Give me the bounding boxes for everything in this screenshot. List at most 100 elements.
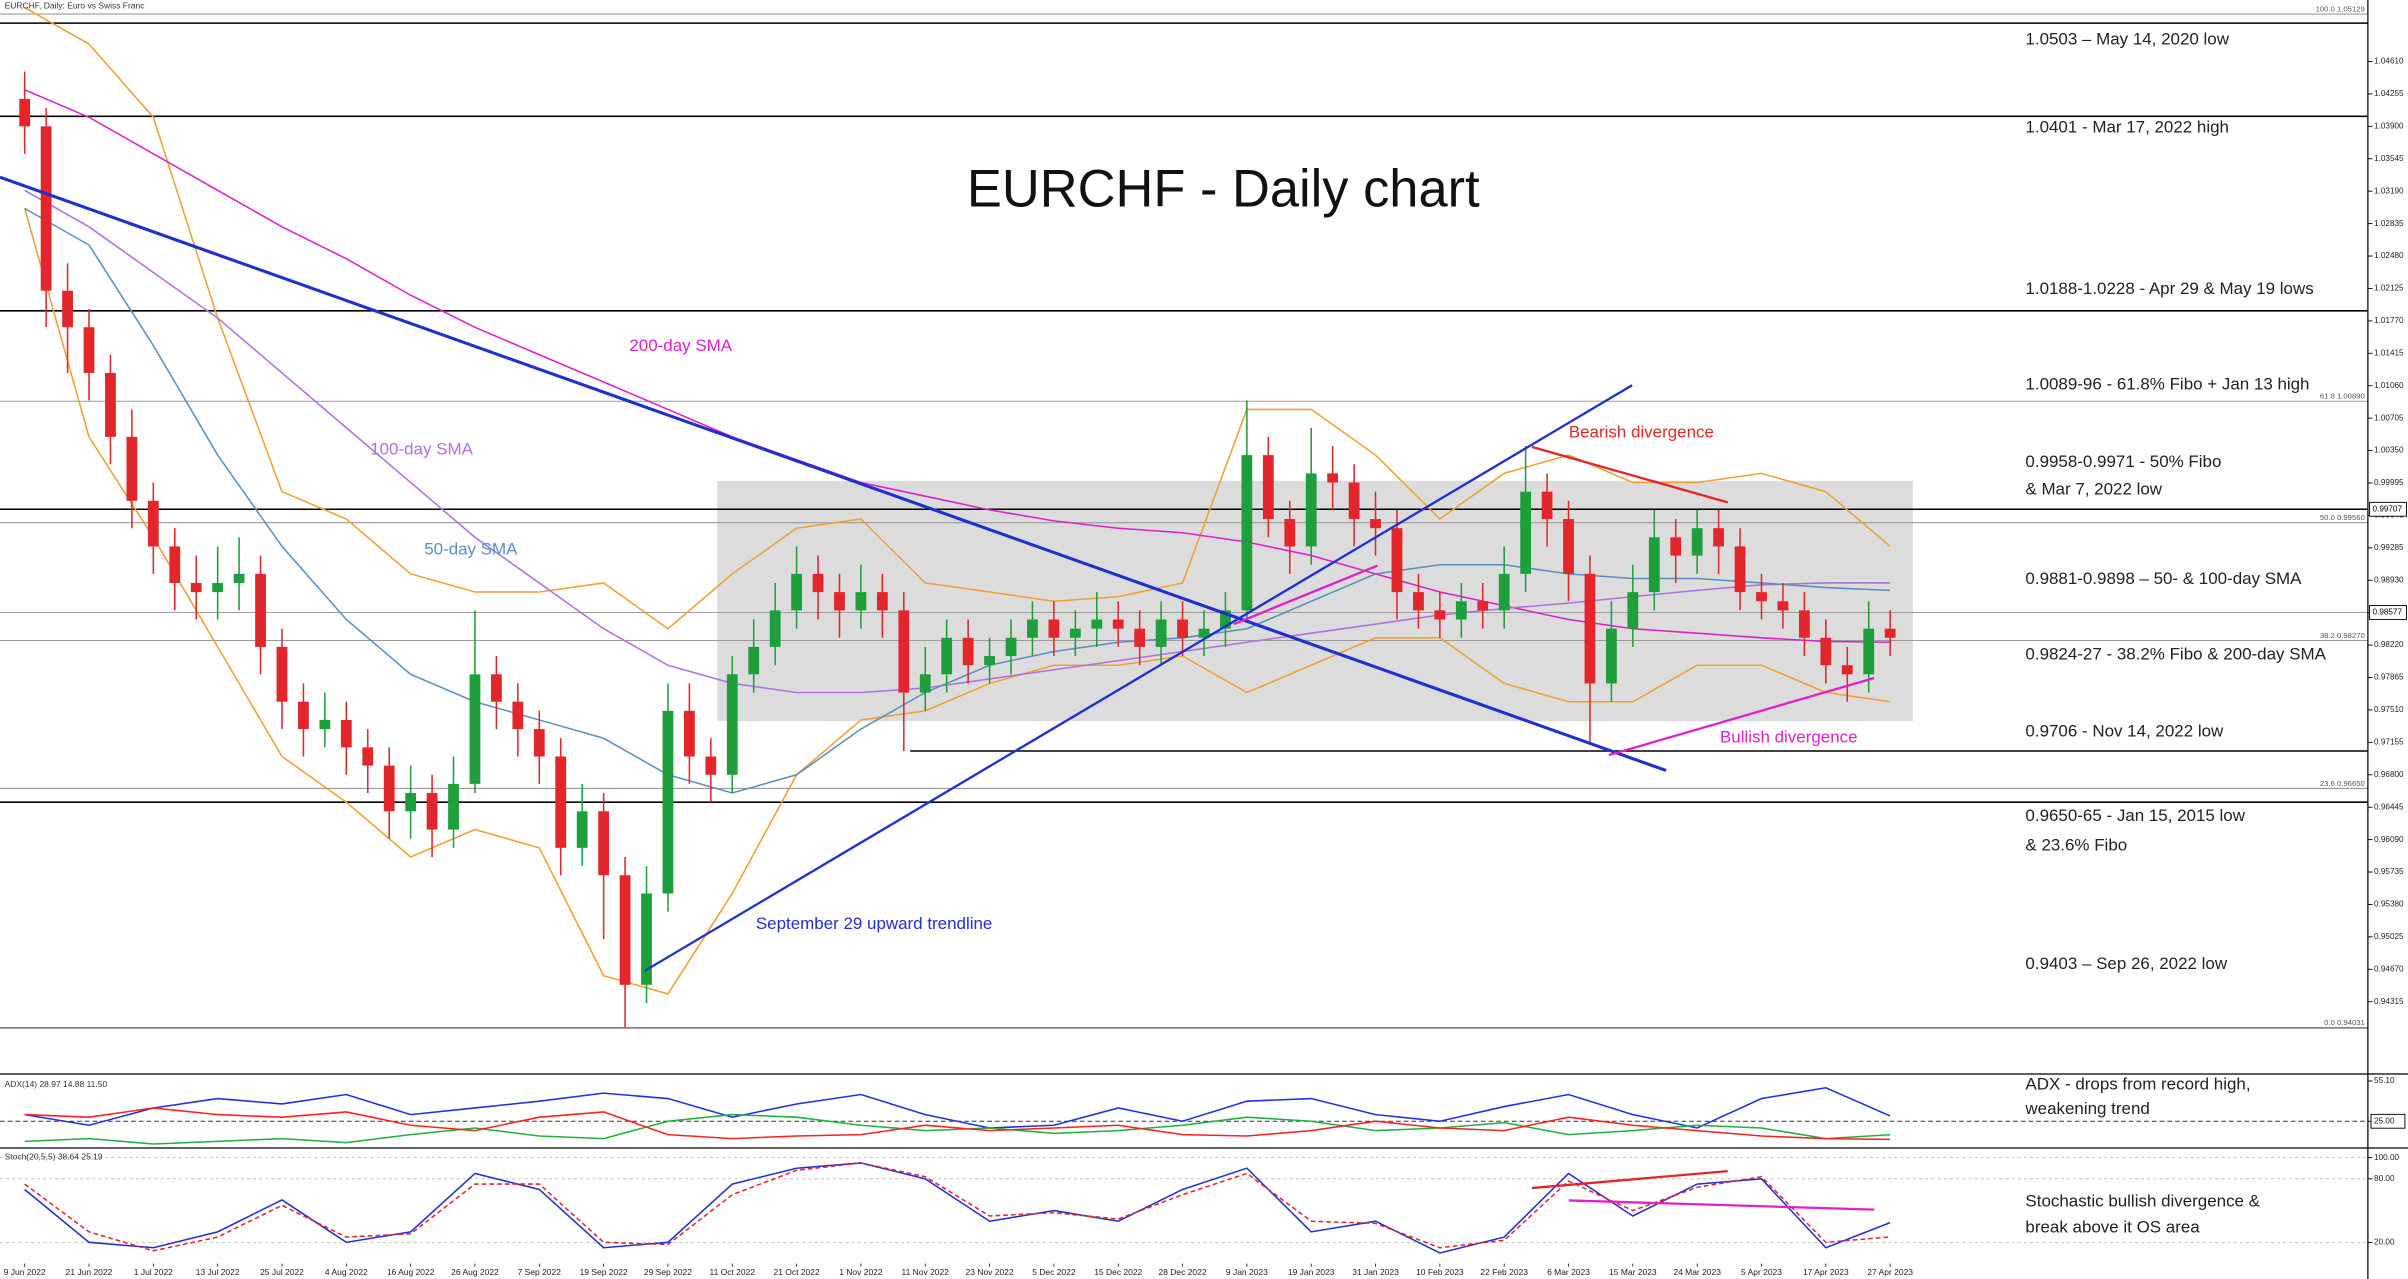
candle-body — [1262, 455, 1274, 520]
y-tick-label: 0.98930 — [2374, 575, 2404, 584]
y-tick-label: 0.97155 — [2374, 738, 2404, 747]
candle-body — [598, 811, 610, 876]
candle-body — [1434, 610, 1446, 620]
chart-title: EURCHF - Daily chart — [967, 160, 1480, 218]
candle-body — [1713, 528, 1725, 547]
price-tag-label: 0.98577 — [2373, 608, 2403, 617]
candle-body — [298, 701, 309, 730]
candle-body — [1391, 528, 1403, 593]
candle-body — [1327, 473, 1339, 483]
x-tick-label: 21 Jun 2022 — [66, 1267, 113, 1277]
candle-body — [1069, 628, 1081, 638]
fibo-label: 61.8 1.00890 — [2320, 392, 2365, 401]
candle-body — [448, 783, 459, 830]
candle-body — [383, 765, 395, 812]
candle-body — [1691, 528, 1703, 556]
indicator-line — [24, 1162, 1891, 1254]
y-tick-label: 1.03190 — [2374, 186, 2404, 195]
fibo-label: 23.6 0.96650 — [2320, 779, 2365, 788]
price-tag — [2368, 501, 2407, 517]
candle-body — [1606, 628, 1617, 684]
candle-body — [555, 756, 567, 848]
overlay-line — [23, 208, 1891, 995]
y-tick-label: 1.00350 — [2374, 446, 2404, 455]
x-tick-label: 17 Apr 2023 — [1803, 1267, 1849, 1277]
candle-body — [576, 811, 588, 848]
label-layer: 100.0 1.05129 61.8 1.00890 50.0 0.99560 38.… — [4, 5, 2407, 1277]
y-tick-label: 0.94315 — [2374, 997, 2404, 1006]
y-tick-label: 25.00 — [2374, 1116, 2395, 1125]
candle-body — [40, 126, 52, 291]
y-tick-label: 0.95025 — [2374, 932, 2404, 941]
y-tick-label: 1.03545 — [2374, 154, 2404, 163]
overlay-layer — [0, 6, 2368, 1254]
y-tick-label: 1.02125 — [2374, 284, 2404, 293]
candle-body — [962, 637, 974, 666]
candle-body — [1091, 619, 1103, 629]
candle-body — [619, 875, 631, 985]
x-tick-label: 27 Apr 2023 — [1867, 1267, 1913, 1277]
panel-note: Stochastic bullish divergence & — [2025, 1191, 2260, 1210]
candle-body — [405, 793, 417, 812]
x-tick-label: 10 Feb 2023 — [1416, 1267, 1464, 1277]
candle-body — [340, 719, 352, 748]
divergence-line — [1233, 564, 1378, 626]
downtrend-line — [0, 175, 1667, 772]
y-tick-label: 0.95735 — [2374, 867, 2404, 876]
candle-body — [1584, 573, 1596, 684]
x-tick-label: 26 Aug 2022 — [451, 1267, 499, 1277]
candle-body — [512, 701, 524, 730]
candle-body — [898, 610, 910, 693]
x-tick-label: 23 Nov 2022 — [966, 1267, 1014, 1277]
x-tick-label: 7 Sep 2022 — [518, 1267, 562, 1277]
price-tag — [2368, 605, 2407, 620]
x-tick-label: 28 Dec 2022 — [1159, 1267, 1207, 1277]
candle-body — [233, 573, 245, 583]
candle-body — [1241, 455, 1253, 611]
stoch-bullish-line — [1568, 1199, 1875, 1211]
overlay-line — [24, 189, 1891, 694]
candle-body — [1198, 628, 1210, 638]
y-tick-label: 0.96800 — [2374, 770, 2404, 779]
y-tick-label: 100.00 — [2374, 1153, 2399, 1162]
x-tick-label: 5 Dec 2022 — [1032, 1267, 1076, 1277]
level-note: 1.0401 - Mar 17, 2022 high — [2025, 117, 2228, 136]
candle-body — [726, 674, 738, 775]
x-tick-label: 6 Mar 2023 — [1547, 1267, 1590, 1277]
overlay-label: 100-day SMA — [370, 439, 473, 458]
x-tick-label: 24 Mar 2023 — [1673, 1267, 1721, 1277]
y-tick-label: 55.10 — [2374, 1076, 2395, 1085]
overlay-line — [24, 89, 1891, 644]
candle-body — [1027, 619, 1038, 638]
candle-body — [1541, 491, 1553, 520]
y-tick-label: 1.01060 — [2374, 381, 2404, 390]
y-tick-label: 1.02835 — [2374, 219, 2404, 228]
candle-body — [212, 582, 224, 593]
level-note: 1.0503 – May 14, 2020 low — [2025, 30, 2229, 49]
x-tick-label: 21 Oct 2022 — [774, 1267, 820, 1277]
y-tick-label: 0.99285 — [2374, 543, 2404, 552]
candle-body — [1756, 592, 1767, 602]
candle-body — [1134, 628, 1146, 647]
level-note: 1.0188-1.0228 - Apr 29 & May 19 lows — [2025, 279, 2313, 298]
overlay-label: 200-day SMA — [629, 336, 732, 355]
adx-title: ADX(14) 28.97 14.88 11.50 — [5, 1079, 108, 1089]
candle-body — [126, 436, 138, 501]
chart-subtitle: EURCHF, Daily: Euro vs Swiss Franc — [5, 0, 146, 10]
x-tick-label: 5 Apr 2023 — [1741, 1267, 1782, 1277]
candle-body — [62, 290, 73, 328]
candle-body — [855, 592, 867, 611]
candle-layer — [19, 71, 1896, 1028]
x-tick-label: 19 Sep 2022 — [580, 1267, 628, 1277]
x-tick-label: 16 Aug 2022 — [387, 1267, 435, 1277]
candle-body — [533, 729, 545, 757]
candle-body — [1305, 473, 1317, 547]
annotation: Bullish divergence — [1720, 728, 1858, 747]
level-note: & Mar 7, 2022 low — [2025, 480, 2162, 499]
y-tick-label: 0.99995 — [2374, 478, 2404, 487]
x-tick-label: 19 Jan 2023 — [1288, 1267, 1335, 1277]
annotation: September 29 upward trendline — [756, 914, 992, 933]
stoch-bearish-line — [1531, 1169, 1728, 1190]
y-tick-label: 0.94670 — [2374, 964, 2404, 973]
